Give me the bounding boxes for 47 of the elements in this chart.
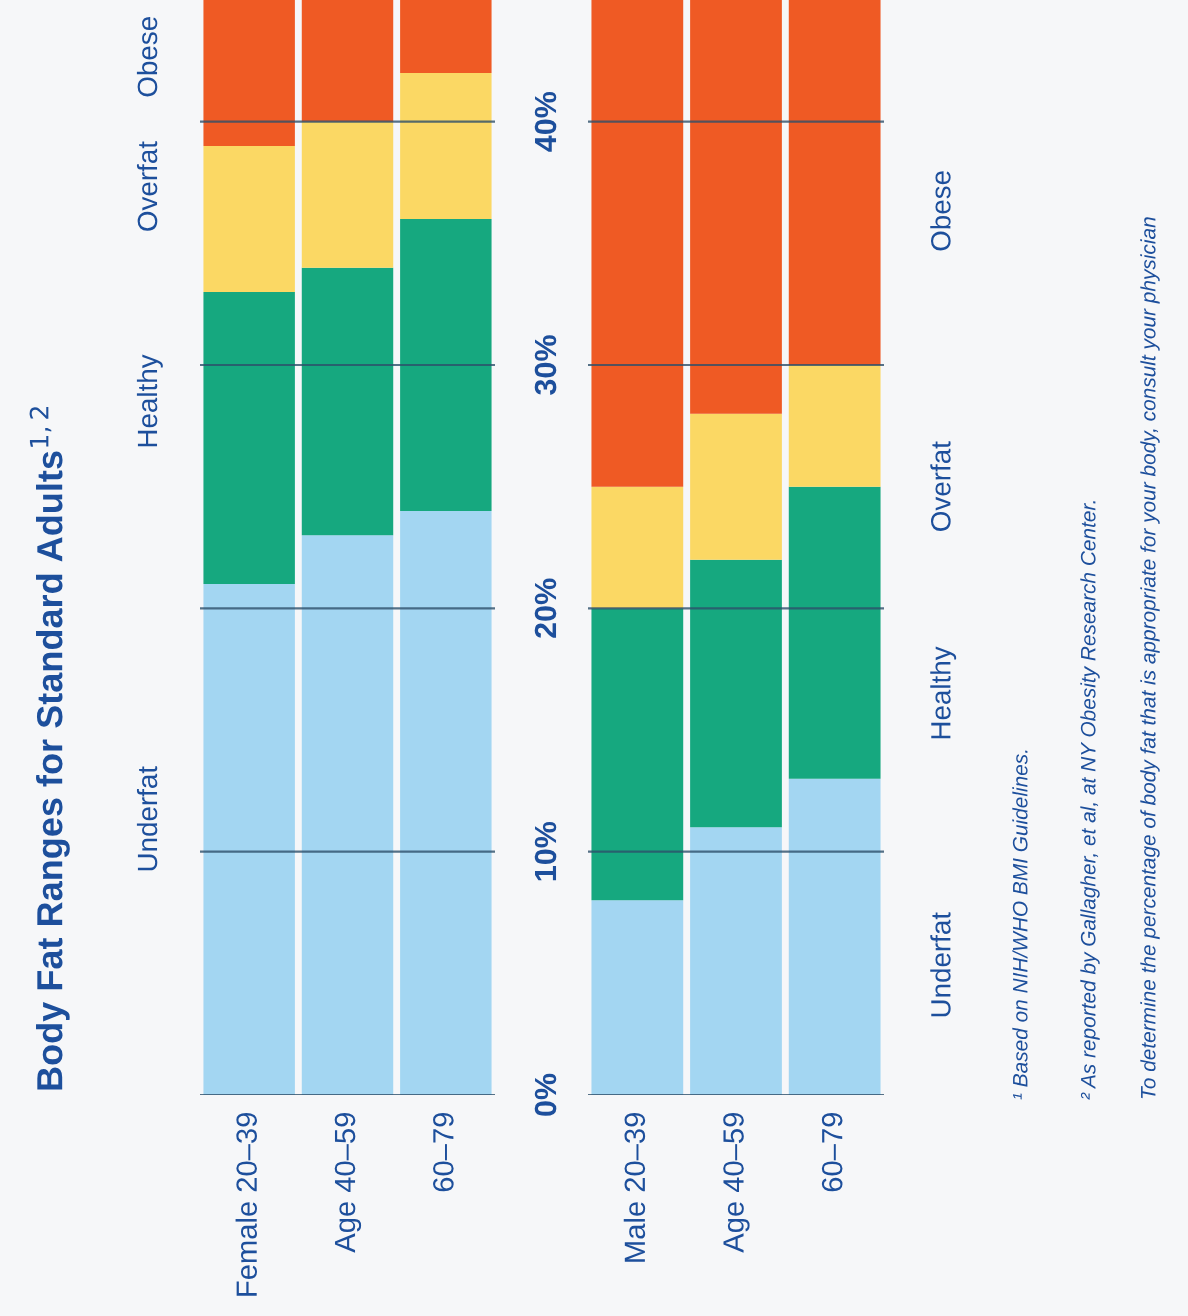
bar: [690, 413, 782, 560]
bar: [203, 0, 295, 146]
text: Obese: [136, 17, 158, 97]
bar: [400, 73, 492, 219]
text: Overfat: [930, 441, 951, 531]
x-tick-label: 60–79: [821, 1113, 843, 1192]
y-tick-label: 20%: [534, 578, 557, 638]
bar: [301, 121, 394, 268]
bar: [301, 267, 394, 536]
bar: [203, 146, 295, 292]
bar: [788, 365, 881, 487]
y-tick-label: 30%: [534, 335, 557, 395]
text: Healthy: [930, 646, 957, 739]
y-tick-label: 10%: [534, 821, 557, 881]
text: Body Fat Ranges for Standard Adults$^{1,2}$: [29, 407, 70, 1090]
bar: [400, 219, 492, 511]
text: Overfat: [136, 141, 158, 231]
text: Underfat: [930, 912, 951, 1017]
x-tick-label: Age 40–59: [334, 1113, 362, 1253]
text: Obese: [930, 171, 951, 251]
x-tick-label: Male 20–39: [623, 1113, 646, 1262]
bar: [788, 0, 881, 365]
bar: [690, 559, 782, 828]
bar: [591, 0, 684, 487]
text: ² As reported by Gallagher, et al, at NY Obesity Research Center.: [1080, 501, 1100, 1100]
bar: [690, 0, 782, 414]
bar: [591, 608, 684, 901]
bar: [400, 511, 492, 1095]
bar: [690, 827, 782, 1095]
bar: [203, 292, 295, 584]
y-tick-label: 40%: [534, 91, 557, 152]
text: Healthy: [136, 354, 163, 447]
x-tick-label: Female 20–39: [235, 1113, 257, 1296]
bar: [591, 900, 684, 1095]
bar: [301, 535, 394, 1095]
text: ¹ Based on NIH/WHO BMI Guidelines.: [1012, 750, 1028, 1100]
x-tick-label: Age 40–59: [723, 1113, 750, 1253]
text: Underfat: [136, 766, 158, 871]
bar: [203, 584, 295, 1095]
bar: [788, 778, 881, 1095]
y-tick-label: 0%: [534, 1073, 557, 1116]
x-tick-label: 60–79: [433, 1113, 454, 1192]
bar: [591, 486, 684, 609]
bar: [400, 0, 492, 73]
bar: [301, 0, 394, 122]
text: To determine the percentage of body fat that is appropriate for your body, consult your physician: [1140, 217, 1160, 1099]
bar: [788, 486, 881, 779]
